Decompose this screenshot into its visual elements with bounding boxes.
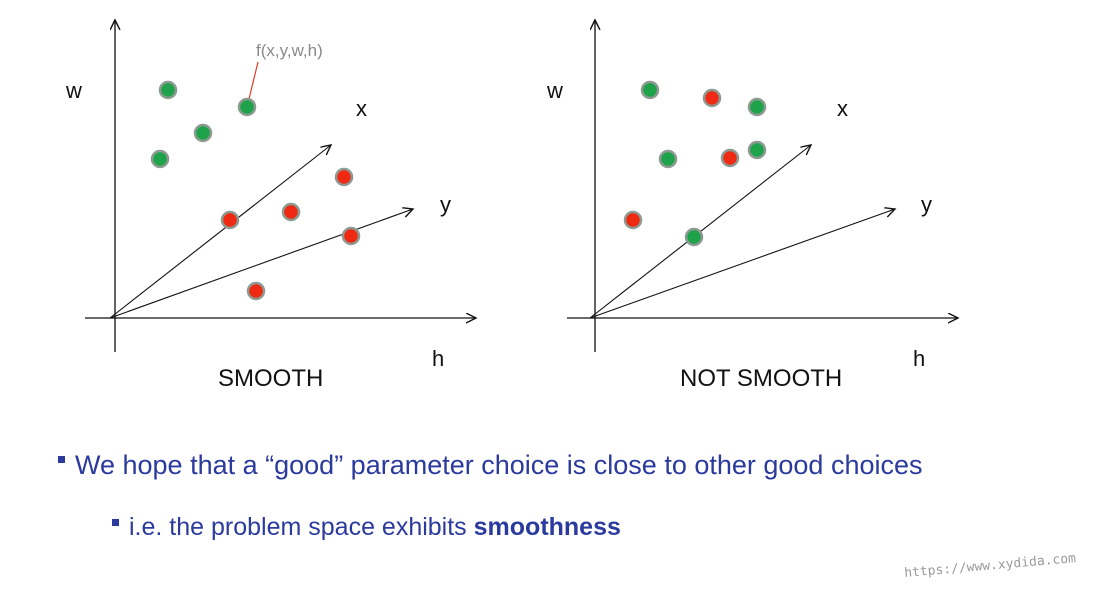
data-point (640, 80, 660, 100)
caption-not-smooth: NOT SMOOTH (680, 365, 842, 392)
bullet-main-text: We hope that a “good” parameter choice i… (75, 450, 923, 480)
data-point (623, 210, 643, 230)
data-point (702, 88, 722, 108)
panel-not-smooth: w h x y NOT SMOOTH (546, 20, 958, 392)
bullet-sub: i.e. the problem space exhibits smoothne… (112, 513, 621, 542)
bullet-square-icon (112, 519, 119, 526)
x-axis-label: x (356, 96, 367, 121)
data-point (341, 226, 361, 246)
bullet-sub-emphasis: smoothness (473, 513, 621, 541)
data-point (281, 202, 301, 222)
data-point (237, 97, 257, 117)
data-point (193, 123, 213, 143)
function-label: f(x,y,w,h) (256, 41, 323, 60)
y-direction-arrow (109, 209, 413, 319)
w-axis-label: w (65, 78, 82, 103)
data-point (158, 80, 178, 100)
function-label-pointer (247, 61, 259, 104)
smoothness-diagram: w h x y f(x,y,w,h) SMOOTH w h x y NOT SM… (65, 0, 1104, 392)
data-point (658, 149, 678, 169)
data-point (334, 167, 354, 187)
panel-smooth: w h x y f(x,y,w,h) SMOOTH (65, 20, 476, 392)
bullet-main: We hope that a “good” parameter choice i… (58, 450, 923, 481)
bullet-sub-text: i.e. the problem space exhibits (129, 513, 474, 541)
h-axis-label: h (432, 346, 444, 371)
w-axis-label: w (546, 78, 563, 103)
data-point (720, 148, 740, 168)
data-point (220, 210, 240, 230)
y-axis-label: y (440, 192, 451, 217)
x-direction-arrow (109, 145, 331, 319)
y-direction-arrow (589, 209, 895, 319)
data-point (150, 149, 170, 169)
bullet-square-icon (58, 456, 65, 463)
data-point (747, 97, 767, 117)
data-point (246, 281, 266, 301)
h-axis-label: h (913, 346, 925, 371)
watermark-text: https://www.xydida.com (903, 551, 1077, 581)
caption-smooth: SMOOTH (218, 365, 323, 392)
data-point (747, 140, 767, 160)
x-axis-label: x (837, 96, 848, 121)
y-axis-label: y (921, 192, 932, 217)
data-point (684, 227, 704, 247)
